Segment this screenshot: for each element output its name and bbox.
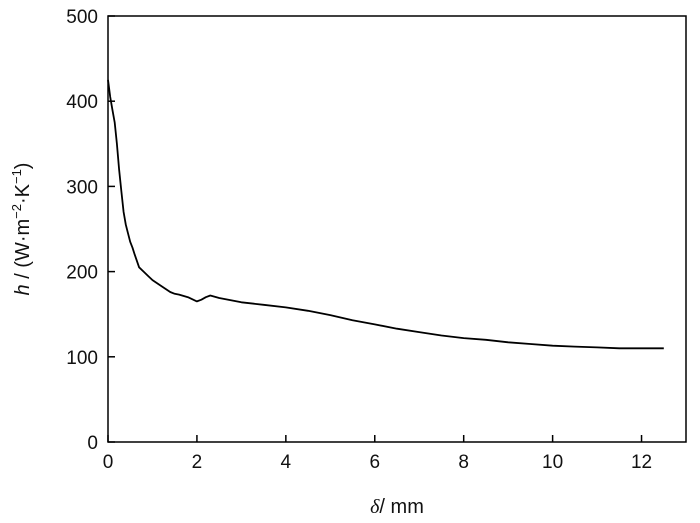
x-tick-label: 8: [458, 452, 469, 473]
x-tick-label: 10: [542, 452, 563, 473]
plot-frame: [107, 15, 687, 443]
y-tick-label: 500: [66, 7, 98, 28]
axis-ticks: [107, 15, 643, 443]
y-axis-superscript-2: −1: [9, 169, 24, 184]
x-axis-unit: / mm: [379, 496, 423, 518]
x-tick-label: 2: [192, 452, 203, 473]
series-line: [107, 79, 664, 350]
y-tick-label: 300: [66, 177, 98, 198]
y-axis-superscript-1: −2: [9, 204, 24, 219]
tick-labels: 0 2 4 6 8 10 12 0 100 200 300 400 500: [66, 7, 652, 473]
x-tick-label: 6: [369, 452, 380, 473]
y-axis-unit-prefix: / (W·m: [12, 219, 34, 285]
y-tick-label: 0: [87, 433, 98, 454]
y-axis-variable: h: [12, 284, 34, 295]
y-tick-label: 400: [66, 92, 98, 113]
y-axis-unit-suffix: ): [12, 163, 34, 170]
y-axis-label: h / (W·m−2·K−1): [9, 163, 34, 296]
x-tick-label: 4: [281, 452, 292, 473]
x-axis-variable: δ: [370, 496, 380, 518]
y-tick-label: 100: [66, 348, 98, 369]
x-tick-label: 12: [631, 452, 652, 473]
x-axis-label: δ/ mm: [370, 496, 424, 518]
x-tick-label: 0: [103, 452, 114, 473]
y-tick-label: 200: [66, 263, 98, 284]
y-axis-unit-mid: ·K: [12, 183, 34, 204]
